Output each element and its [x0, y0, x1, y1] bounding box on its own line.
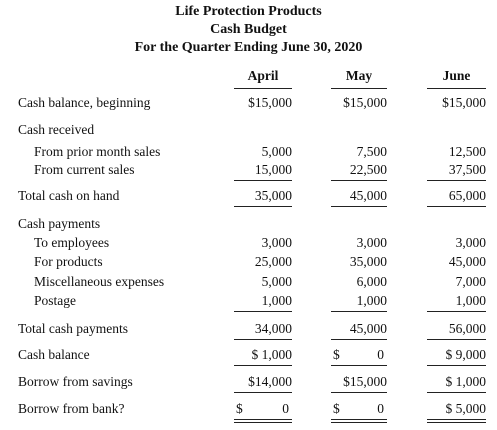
- amount: $ 1,000: [445, 374, 487, 389]
- amount: 5,000: [261, 144, 292, 159]
- rule: [234, 180, 292, 181]
- amount: 0: [282, 401, 289, 416]
- column-header: May: [345, 68, 373, 83]
- rule: [234, 422, 292, 423]
- amount: 15,000: [254, 162, 292, 177]
- amount: 1,000: [261, 293, 292, 308]
- amount: $15,000: [343, 95, 387, 110]
- amount: 7,000: [455, 274, 486, 289]
- amount: 35,000: [254, 188, 292, 203]
- amount: 12,500: [448, 144, 486, 159]
- amount: 22,500: [349, 162, 387, 177]
- currency-sign: $: [333, 401, 340, 416]
- amount: 65,000: [448, 188, 486, 203]
- amount: $ 9,000: [445, 347, 487, 362]
- amount: $15,000: [343, 374, 387, 389]
- amount: 45,000: [349, 188, 387, 203]
- amount: $ 1,000: [251, 347, 293, 362]
- amount: 3,000: [356, 235, 387, 250]
- row-label: For products: [34, 254, 103, 269]
- rule: [427, 206, 486, 207]
- rule: [234, 339, 292, 340]
- rule: [234, 311, 292, 312]
- amount: $ 5,000: [445, 401, 487, 416]
- row-label: Borrow from savings: [18, 374, 133, 389]
- rule: [427, 392, 486, 393]
- rule: [234, 392, 292, 393]
- column-header: June: [442, 68, 471, 83]
- row-label: Cash payments: [18, 216, 101, 231]
- amount: 0: [377, 347, 384, 362]
- amount: 45,000: [448, 254, 486, 269]
- rule: [331, 180, 387, 181]
- rule: [427, 88, 486, 89]
- rule: [234, 88, 292, 89]
- subtitle: Cash Budget: [210, 22, 287, 37]
- rule: [331, 88, 387, 89]
- rule: [331, 206, 387, 207]
- rule: [427, 365, 486, 366]
- rule: [427, 339, 486, 340]
- period: For the Quarter Ending June 30, 2020: [134, 40, 363, 55]
- row-label: From current sales: [34, 162, 135, 177]
- rule: [234, 206, 292, 207]
- rule: [427, 180, 486, 181]
- amount: 5,000: [261, 274, 292, 289]
- amount: $14,000: [248, 374, 292, 389]
- rule: [331, 422, 387, 423]
- amount: 7,500: [356, 144, 387, 159]
- rule: [427, 311, 486, 312]
- currency-sign: $: [333, 347, 340, 362]
- rule: [234, 365, 292, 366]
- row-label: Borrow from bank?: [18, 401, 125, 416]
- rule: [427, 419, 486, 420]
- amount: 56,000: [448, 321, 486, 336]
- rule: [427, 422, 486, 423]
- amount: 25,000: [254, 254, 292, 269]
- rule: [331, 311, 387, 312]
- rule: [331, 339, 387, 340]
- row-label: Cash balance: [18, 347, 90, 362]
- amount: 3,000: [261, 235, 292, 250]
- row-label: Total cash on hand: [18, 188, 120, 203]
- amount: 6,000: [356, 274, 387, 289]
- amount: 45,000: [349, 321, 387, 336]
- amount: $15,000: [248, 95, 292, 110]
- rule: [234, 419, 292, 420]
- amount: 3,000: [455, 235, 486, 250]
- title: Life Protection Products: [175, 4, 322, 19]
- rule: [331, 392, 387, 393]
- row-label: From prior month sales: [34, 144, 161, 159]
- amount: 37,500: [448, 162, 486, 177]
- amount: 34,000: [254, 321, 292, 336]
- rule: [331, 419, 387, 420]
- currency-sign: $: [236, 401, 243, 416]
- amount: 1,000: [356, 293, 387, 308]
- row-label: Miscellaneous expenses: [34, 274, 165, 289]
- row-label: Postage: [34, 293, 76, 308]
- row-label: To employees: [34, 235, 110, 250]
- amount: 35,000: [349, 254, 387, 269]
- amount: $15,000: [442, 95, 486, 110]
- row-label: Cash balance, beginning: [18, 95, 151, 110]
- amount: 0: [377, 401, 384, 416]
- rule: [331, 365, 387, 366]
- row-label: Cash received: [18, 122, 95, 137]
- column-header: April: [247, 68, 279, 83]
- amount: 1,000: [455, 293, 486, 308]
- row-label: Total cash payments: [18, 321, 129, 336]
